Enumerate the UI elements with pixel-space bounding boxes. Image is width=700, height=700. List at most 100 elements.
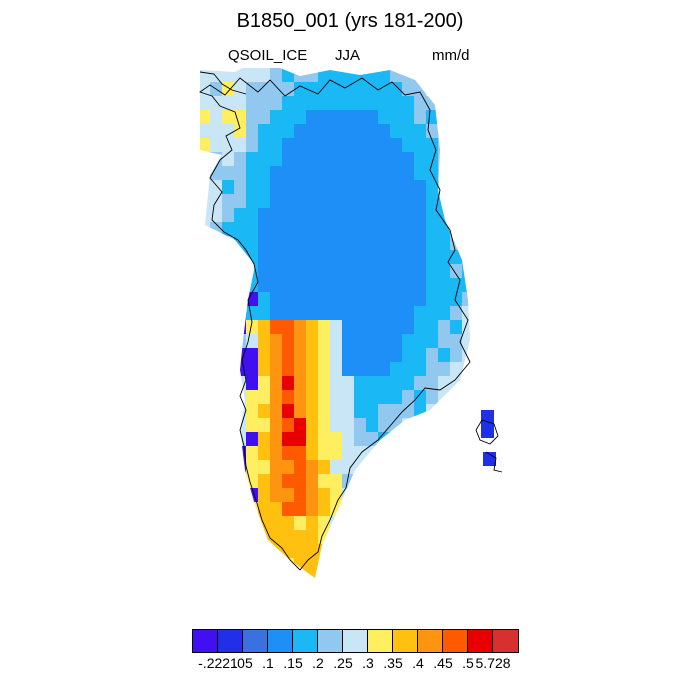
map-cell (438, 320, 451, 335)
map-cell (390, 82, 403, 97)
map-cell (354, 138, 367, 153)
map-cell (270, 488, 283, 503)
map-cell (330, 404, 343, 419)
map-cell (306, 404, 319, 419)
map-cell (330, 488, 343, 503)
map-cell (234, 572, 247, 587)
map-cell (330, 418, 343, 433)
map-cell (378, 418, 391, 433)
map-cell (270, 530, 283, 545)
map-cell (462, 530, 475, 545)
map-cell (378, 460, 391, 475)
map-cell (222, 194, 235, 209)
map-cell (366, 502, 379, 517)
map-cell (402, 558, 415, 573)
map-cell (342, 306, 355, 321)
map-cell (258, 320, 271, 335)
map-cell (318, 236, 331, 251)
map-cell (318, 432, 331, 447)
map-cell (294, 502, 307, 517)
map-cell (354, 292, 367, 307)
map-cell (414, 138, 427, 153)
map-cell (450, 180, 463, 195)
map-cell (354, 376, 367, 391)
map-cell (438, 124, 451, 139)
map-cell (282, 138, 295, 153)
map-cell (198, 96, 211, 111)
map-cell (342, 516, 355, 531)
map-cell (414, 334, 427, 349)
map-cell (474, 138, 487, 153)
map-cell (198, 502, 211, 517)
map-cell (234, 96, 247, 111)
map-cell (438, 68, 451, 83)
map-cell (306, 460, 319, 475)
map-cell (306, 320, 319, 335)
map-cell (258, 82, 271, 97)
map-cell (342, 194, 355, 209)
map-cell (426, 474, 439, 489)
map-cell (282, 446, 295, 461)
map-cell (234, 334, 247, 349)
map-cell (474, 194, 487, 209)
map-cell (390, 488, 403, 503)
map-cell (270, 138, 283, 153)
map-cell (222, 96, 235, 111)
map-cell (282, 320, 295, 335)
map-cell (318, 572, 331, 587)
map-cell (246, 194, 259, 209)
map-cell (294, 152, 307, 167)
map-cell (450, 110, 463, 125)
map-cell (462, 194, 475, 209)
map-cell (342, 82, 355, 97)
map-cell (282, 404, 295, 419)
map-cell (414, 180, 427, 195)
map-cell (378, 250, 391, 265)
map-cell (294, 348, 307, 363)
map-cell (306, 502, 319, 517)
map-cell (198, 68, 211, 83)
map-cell (450, 446, 463, 461)
map-cell (270, 292, 283, 307)
colorbar-label: .4 (412, 655, 424, 671)
map-cell (366, 334, 379, 349)
map-cell (378, 208, 391, 223)
map-cell (402, 320, 415, 335)
map-cell (414, 502, 427, 517)
map-cell (234, 306, 247, 321)
map-cell (294, 474, 307, 489)
map-cell (234, 460, 247, 475)
map-cell (342, 152, 355, 167)
map-cell (354, 390, 367, 405)
map-cell (330, 306, 343, 321)
map-cell (330, 264, 343, 279)
map-cell (234, 138, 247, 153)
map-cell (222, 236, 235, 251)
map-cell (378, 530, 391, 545)
map-cell (294, 306, 307, 321)
map-cell (222, 390, 235, 405)
map-cell (366, 390, 379, 405)
map-cell (342, 544, 355, 559)
map-cell (294, 390, 307, 405)
map-cell (282, 432, 295, 447)
map-cell (402, 572, 415, 587)
map-cell (294, 208, 307, 223)
map-cell (330, 530, 343, 545)
map-cell (390, 460, 403, 475)
map-cell (342, 278, 355, 293)
map-cell (246, 572, 259, 587)
map-cell (426, 278, 439, 293)
map-cell (330, 334, 343, 349)
map-cell (474, 474, 487, 489)
map-cell (282, 236, 295, 251)
map-cell (318, 96, 331, 111)
map-cell (210, 278, 223, 293)
map-cell (318, 124, 331, 139)
map-cell (450, 404, 463, 419)
map-cell (306, 418, 319, 433)
map-cell (222, 418, 235, 433)
map-cell (366, 124, 379, 139)
map-cell (402, 110, 415, 125)
map-cell (481, 424, 494, 438)
